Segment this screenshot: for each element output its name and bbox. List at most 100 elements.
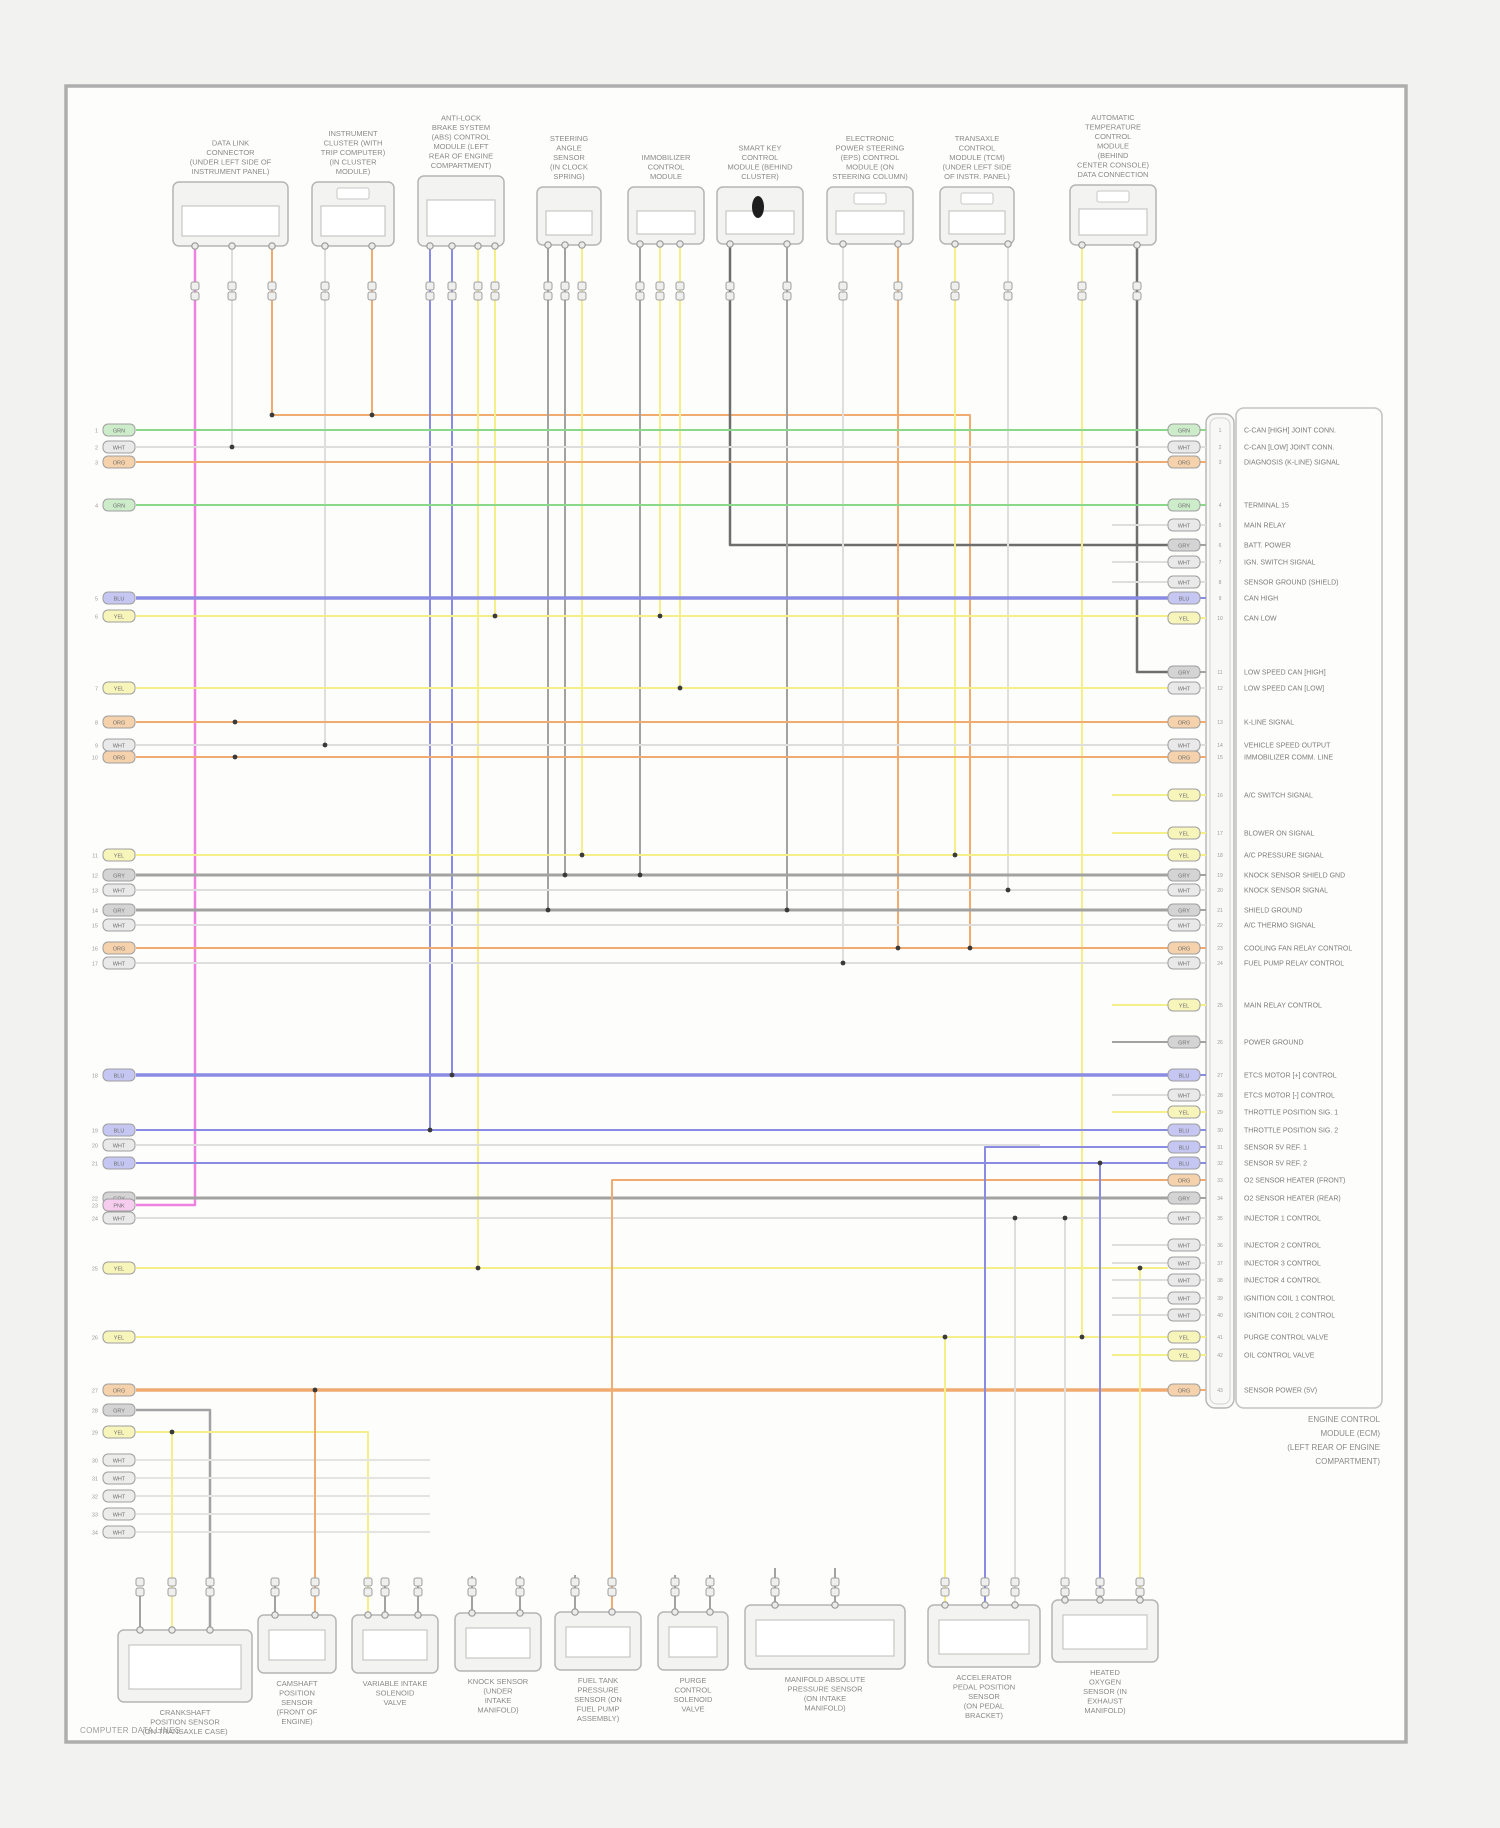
component-pin <box>414 1611 422 1619</box>
inline-connector-icon <box>1060 1587 1070 1597</box>
wire-code-text: ORG <box>1178 721 1191 727</box>
bottom-component-label: PURGE <box>680 1676 707 1685</box>
wire-code-pill <box>102 1330 136 1344</box>
wire-code-text: WHT <box>1178 889 1191 895</box>
left-pin-number: 27 <box>92 1389 98 1395</box>
component-pin <box>1011 1601 1019 1609</box>
component-pin <box>426 242 434 250</box>
ecm-pin-label: FUEL PUMP RELAY CONTROL <box>1244 961 1344 968</box>
wire-code-pill <box>1167 1068 1201 1082</box>
ecm-pin-number: 25 <box>1217 1003 1223 1009</box>
wire-code-text: YEL <box>114 1336 124 1342</box>
inline-connector-icon <box>570 1577 580 1587</box>
bottom-component-label: FUEL TANK <box>578 1676 618 1685</box>
top-component-label: TEMPERATURE <box>1085 123 1141 132</box>
bottom-component-label: VALVE <box>383 1698 406 1707</box>
bottom-component-label: SENSOR <box>281 1698 313 1707</box>
inline-connector-icon <box>675 291 685 301</box>
wire <box>1135 248 1168 674</box>
bottom-component-label: CRANKSHAFT <box>160 1708 211 1717</box>
ecm-pin-label: INJECTOR 3 CONTROL <box>1244 1261 1321 1268</box>
component-pin <box>311 1611 319 1619</box>
ecm-pin-number: 43 <box>1217 1388 1223 1394</box>
bottom-component-label: PRESSURE SENSOR <box>787 1685 863 1694</box>
ecm-pin-label: DIAGNOSIS (K-LINE) SIGNAL <box>1244 460 1340 467</box>
ecm-pin-number: 38 <box>1217 1278 1223 1284</box>
bottom-component-label: INTAKE <box>485 1696 512 1705</box>
inline-connector-icon <box>782 281 792 291</box>
ecm-pin-number: 32 <box>1217 1161 1223 1167</box>
wire-code-text: YEL <box>114 1431 124 1437</box>
wire-code-pill <box>102 868 136 882</box>
ecm-pin-label: ETCS MOTOR [+] CONTROL <box>1244 1073 1337 1080</box>
top-component-label: SENSOR <box>553 153 585 162</box>
wire-code-text: WHT <box>1178 1262 1191 1268</box>
junction-dot <box>269 412 275 418</box>
wire-code-pill <box>1167 918 1201 932</box>
ecm-pin-label: IGN. SWITCH SIGNAL <box>1244 560 1316 567</box>
top-component-label: TRIP COMPUTER) <box>321 148 386 157</box>
wire-code-text: ORG <box>113 1389 126 1395</box>
component-pin <box>783 240 791 248</box>
component-pin <box>571 1608 579 1616</box>
wire-code-pill <box>1167 1238 1201 1252</box>
junction-dot <box>967 945 973 951</box>
ecm-pin-number: 41 <box>1217 1335 1223 1341</box>
ecm-pin-number: 26 <box>1217 1040 1223 1046</box>
inline-connector-icon <box>447 281 457 291</box>
inline-connector-icon <box>980 1587 990 1597</box>
wire-code-text: YEL <box>1179 854 1189 860</box>
ecm-pin-number: 28 <box>1217 1093 1223 1099</box>
wire-code-pill <box>1167 1348 1201 1362</box>
inline-connector-icon <box>320 291 330 301</box>
wire-code-pill <box>102 1156 136 1170</box>
wire-code-text: YEL <box>1179 1111 1189 1117</box>
inline-connector-icon <box>515 1577 525 1587</box>
inline-connector-icon <box>782 291 792 301</box>
ecm-pin-label: SHIELD GROUND <box>1244 908 1302 915</box>
top-component-label: CONNECTOR <box>206 148 255 157</box>
component-pin <box>321 242 329 250</box>
left-pin-number: 18 <box>92 1074 98 1080</box>
diagram-border <box>64 84 1408 1744</box>
inline-connector-icon <box>310 1577 320 1587</box>
junction-dot <box>427 1127 433 1133</box>
left-pin-number: 30 <box>92 1459 98 1465</box>
wire-code-pill <box>1167 1256 1201 1270</box>
top-component-label: ANTI-LOCK <box>441 114 481 123</box>
ecm-pin-label: SENSOR 5V REF. 2 <box>1244 1161 1307 1168</box>
left-pin-number: 10 <box>92 756 98 762</box>
wire-code-pill <box>1167 1330 1201 1344</box>
component-window <box>1062 1614 1148 1650</box>
wire-code-text: WHT <box>1178 446 1191 452</box>
left-pin-number: 3 <box>95 461 98 467</box>
top-component-label: DATA LINK <box>212 139 249 148</box>
inline-connector-icon <box>473 281 483 291</box>
left-pin-number: 20 <box>92 1144 98 1150</box>
bottom-component-label: MANIFOLD) <box>804 1704 846 1713</box>
wire-code-pill <box>1167 1308 1201 1322</box>
wire-code-text: WHT <box>1178 962 1191 968</box>
wire-code-text: WHT <box>1178 561 1191 567</box>
component-window <box>668 1626 718 1658</box>
component-pin <box>516 1609 524 1617</box>
wire-code-text: GRY <box>1178 1197 1190 1203</box>
wire-code-pill <box>1167 715 1201 729</box>
wire-code-text: YEL <box>114 1267 124 1273</box>
ecm-pin-number: 9 <box>1219 596 1222 602</box>
wire-code-pill <box>1167 1291 1201 1305</box>
wire-code-pill <box>102 1068 136 1082</box>
junction-dot <box>637 872 643 878</box>
wire-code-text: YEL <box>114 687 124 693</box>
wire-code-text: WHT <box>113 962 126 968</box>
wire-code-pill <box>1167 1140 1201 1154</box>
top-component-label: CLUSTER) <box>741 172 779 181</box>
bottom-component-label: VARIABLE INTAKE <box>363 1679 428 1688</box>
top-component-label: INSTRUMENT <box>328 129 378 138</box>
component-pin <box>951 240 959 248</box>
top-component-label: REAR OF ENGINE <box>429 152 493 161</box>
top-component-label: ELECTRONIC <box>846 134 895 143</box>
component-pin <box>726 240 734 248</box>
component-tab <box>853 192 887 205</box>
wire-code-text: BLU <box>1179 1146 1190 1152</box>
